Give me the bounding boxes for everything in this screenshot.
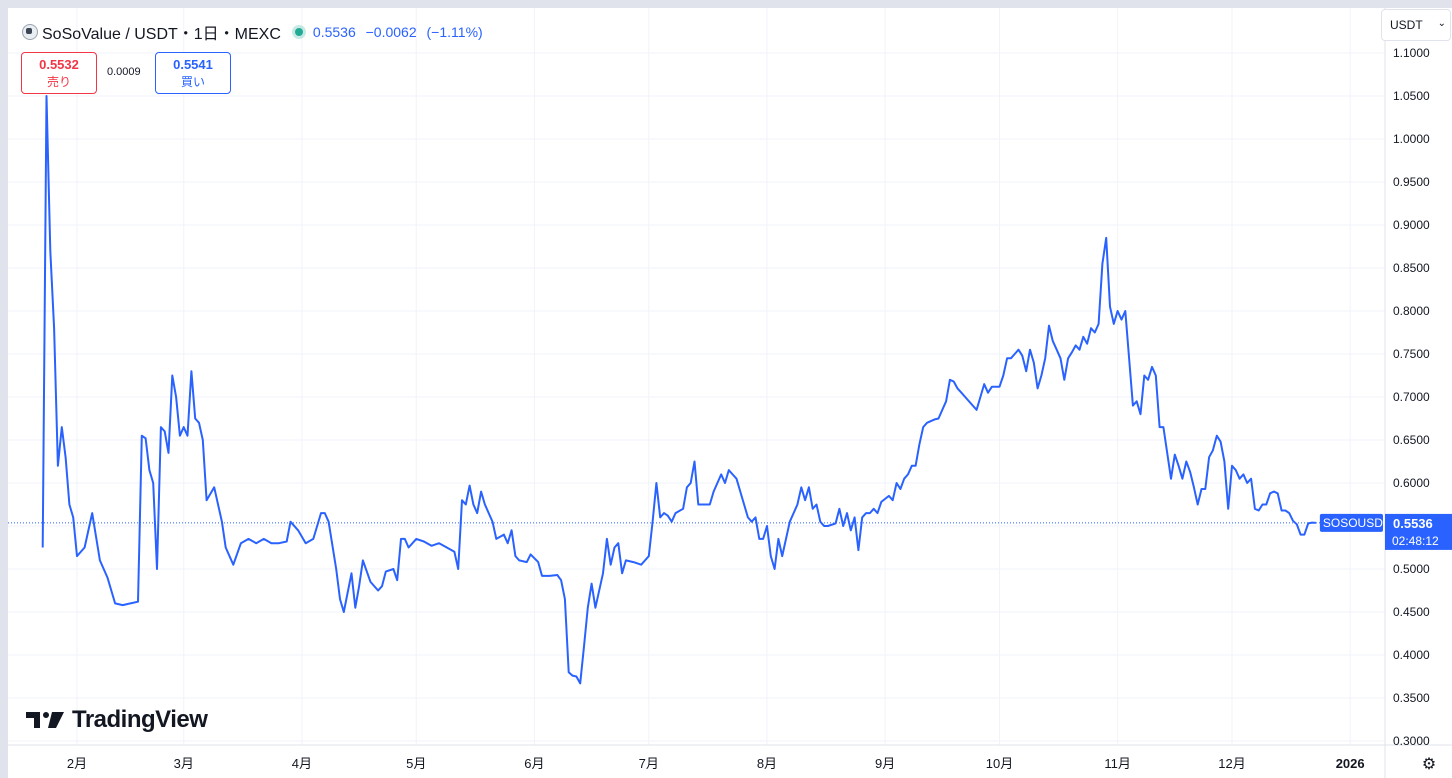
price-tick-label: 0.6000 (1393, 476, 1430, 490)
price-tick-label: 0.7000 (1393, 390, 1430, 404)
symbol-title[interactable]: SoSoValue / USDT・1日・MEXC (42, 26, 281, 43)
price-tick-label: 0.6500 (1393, 433, 1430, 447)
time-tick-label: 6月 (524, 756, 544, 771)
price-tick-label: 0.8500 (1393, 261, 1430, 275)
sell-button[interactable]: 0.5532 売り (21, 52, 97, 94)
price-tick-label: 1.0000 (1393, 132, 1430, 146)
grid (8, 8, 1385, 745)
symbol-tag-label: SOSOUSDT (1323, 516, 1391, 530)
price-axis[interactable]: 0.30000.35000.40000.45000.50000.55000.60… (1393, 46, 1430, 748)
sell-label: 売り (46, 75, 71, 89)
price-tick-label: 1.1000 (1393, 46, 1430, 60)
time-tick-label: 7月 (639, 756, 659, 771)
time-tick-label: 12月 (1218, 756, 1245, 771)
price-tick-label: 0.3000 (1393, 734, 1430, 748)
price-tick-label: 0.5000 (1393, 562, 1430, 576)
price-tick-label: 0.9000 (1393, 218, 1430, 232)
price-tick-label: 1.0500 (1393, 89, 1430, 103)
price-chart[interactable]: 0.30000.35000.40000.45000.50000.55000.60… (8, 8, 1452, 778)
price-tick-label: 0.3500 (1393, 691, 1430, 705)
sell-price: 0.5532 (39, 57, 79, 72)
price-tick-label: 0.9500 (1393, 175, 1430, 189)
time-tick-label: 3月 (174, 756, 194, 771)
time-tick-label: 10月 (986, 756, 1013, 771)
symbol-tag-bg (1319, 513, 1383, 532)
price-tag-bg (1385, 513, 1452, 550)
currency-selector[interactable]: USDT ⌄ (1381, 9, 1451, 41)
price-tag-countdown: 02:48:12 (1392, 534, 1439, 548)
time-tick-label: 8月 (757, 756, 777, 771)
last-price-tag: SOSOUSDT 0.5536 02:48:12 (1319, 513, 1452, 550)
legend-values: 0.5536 −0.0062 (−1.11%) (313, 24, 489, 40)
symbol-legend: SoSoValue / USDT・1日・MEXC 0.5536 −0.0062 … (22, 20, 489, 44)
price-tick-label: 0.8000 (1393, 304, 1430, 318)
settings-button[interactable]: ⚙ (1418, 754, 1440, 776)
time-tick-label: 5月 (406, 756, 426, 771)
price-tag-value: 0.5536 (1393, 516, 1433, 531)
price-series-line (41, 95, 1316, 685)
chart-frame: 0.30000.35000.40000.45000.50000.55000.60… (8, 8, 1452, 778)
price-tick-label: 0.7500 (1393, 347, 1430, 361)
time-axis[interactable]: 2月 3月 4月 5月 6月 7月 8月 9月 10月 11月 12月 2026 (67, 756, 1365, 771)
price-tick-label: 0.4500 (1393, 605, 1430, 619)
time-tick-label: 2月 (67, 756, 87, 771)
buy-price: 0.5541 (173, 57, 213, 72)
sosovalue-logo-icon (22, 24, 38, 40)
buy-label: 買い (180, 75, 205, 89)
price-tick-label: 0.4000 (1393, 648, 1430, 662)
brand-name: TradingView (72, 706, 208, 733)
currency-label: USDT (1390, 18, 1423, 32)
market-status-icon (294, 28, 303, 36)
legend-last: 0.5536 (312, 24, 356, 40)
time-tick-label: 4月 (292, 756, 312, 771)
spread-value: 0.0009 (107, 66, 141, 78)
chevron-down-icon: ⌄ (1437, 18, 1446, 29)
legend-change: −0.0062 (365, 24, 417, 40)
time-tick-label: 11月 (1104, 756, 1131, 771)
gear-icon: ⚙ (1421, 756, 1437, 773)
tradingview-logo-icon (26, 712, 64, 728)
buy-button[interactable]: 0.5541 買い (155, 52, 231, 94)
time-tick-label: 2026 (1336, 756, 1365, 771)
legend-change-pct: (−1.11%) (426, 24, 483, 40)
tradingview-brand[interactable]: TradingView (26, 706, 208, 734)
time-tick-label: 9月 (875, 756, 895, 771)
